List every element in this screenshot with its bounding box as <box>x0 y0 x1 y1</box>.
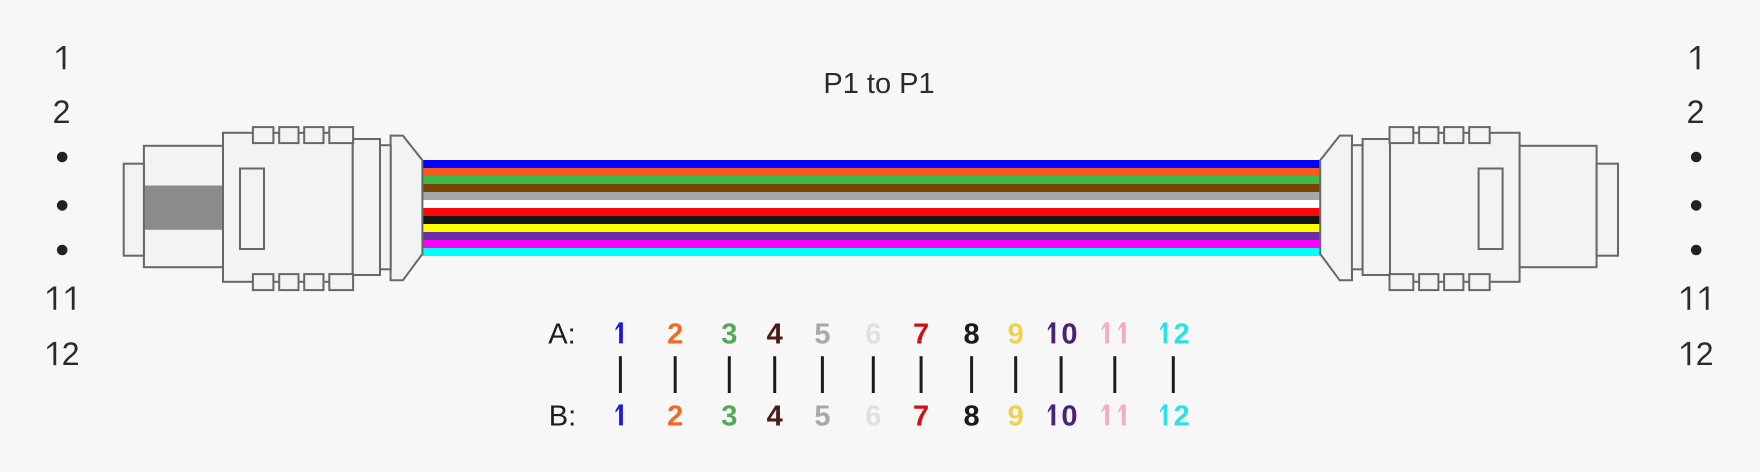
svg-text:0: 0 <box>1061 400 1077 432</box>
svg-text:A:: A: <box>548 319 575 351</box>
svg-text:5: 5 <box>814 318 830 350</box>
svg-text:B:: B: <box>549 401 576 433</box>
svg-text:9: 9 <box>1008 400 1024 432</box>
svg-text:3: 3 <box>721 400 737 432</box>
svg-text:8: 8 <box>964 400 980 432</box>
svg-text:2: 2 <box>1696 336 1714 372</box>
svg-text:4: 4 <box>767 318 783 350</box>
svg-text:8: 8 <box>964 318 980 350</box>
svg-text:2: 2 <box>62 336 80 372</box>
svg-text:9: 9 <box>1008 318 1024 350</box>
svg-text:0: 0 <box>1061 318 1077 350</box>
svg-text:3: 3 <box>721 318 737 350</box>
svg-text:6: 6 <box>865 318 881 350</box>
svg-text:2: 2 <box>667 318 683 350</box>
svg-text:7: 7 <box>913 400 929 432</box>
svg-text:2: 2 <box>1174 400 1190 432</box>
svg-text:2: 2 <box>1687 94 1705 130</box>
svg-text:2: 2 <box>53 94 71 130</box>
svg-text:2: 2 <box>1174 318 1190 350</box>
svg-text:5: 5 <box>814 400 830 432</box>
svg-text:2: 2 <box>667 400 683 432</box>
svg-text:7: 7 <box>913 318 929 350</box>
svg-text:P1 to P1: P1 to P1 <box>823 68 934 100</box>
svg-text:4: 4 <box>767 400 783 432</box>
svg-text:6: 6 <box>865 400 881 432</box>
